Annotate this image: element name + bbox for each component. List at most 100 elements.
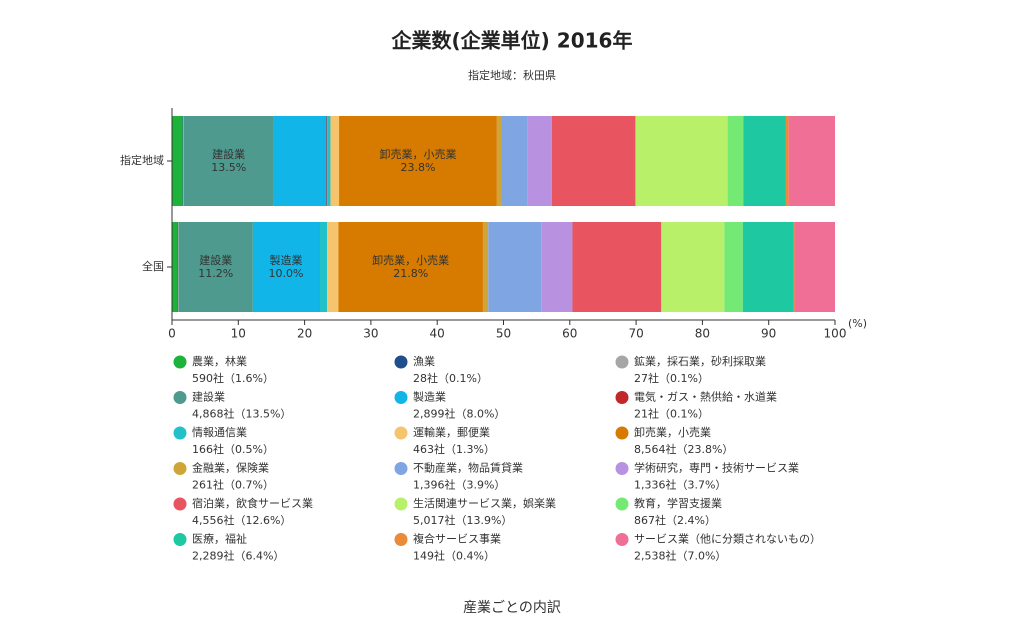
- x-tick-label: 20: [297, 327, 312, 341]
- legend-marker: [394, 355, 408, 369]
- legend-detail: 4,868社（13.5%）: [192, 407, 291, 421]
- bar-segment: [794, 222, 835, 312]
- segment-name: 卸売業，小売業: [379, 147, 456, 161]
- segment-name: 建設業: [199, 253, 232, 267]
- x-tick-label: 60: [562, 327, 577, 341]
- y-tick-label: 指定地域: [120, 153, 164, 167]
- legend-marker: [615, 462, 629, 475]
- segment-label: 10.0%: [269, 267, 304, 280]
- legend-marker: [615, 426, 629, 440]
- bar-segment: [742, 222, 794, 312]
- legend-label: 教育，学習支援業: [634, 496, 722, 510]
- bar-segment: [572, 222, 662, 312]
- segment-label: 13.5%: [211, 161, 246, 174]
- bar-segment: [319, 222, 320, 312]
- bar-segment: [326, 116, 328, 206]
- legend-detail: 21社（0.1%）: [634, 407, 709, 421]
- legend-detail: 8,564社（23.8%）: [634, 442, 733, 456]
- bar-segment: [527, 116, 552, 206]
- x-tick-label: 100: [824, 327, 847, 341]
- legend-label: 複合サービス事業: [413, 532, 501, 546]
- legend-marker: [173, 426, 187, 440]
- bar-segment: [178, 222, 253, 312]
- bar-segment: [661, 222, 725, 312]
- legend-marker: [394, 426, 408, 440]
- legend-marker: [173, 533, 187, 546]
- legend-label: 宿泊業，飲食サービス業: [192, 496, 313, 510]
- legend-marker: [394, 497, 408, 511]
- legend-detail: 1,396社（3.9%）: [413, 478, 505, 492]
- bar-segment: [501, 116, 528, 206]
- legend-detail: 1,336社（3.7%）: [634, 478, 726, 492]
- segment-name: 建設業: [212, 147, 245, 161]
- x-tick-label: 40: [430, 327, 445, 341]
- bar-segment: [551, 116, 636, 206]
- bar-segment: [727, 116, 744, 206]
- legend-label: 金融業，保険業: [192, 461, 269, 475]
- bar-segment: [724, 222, 743, 312]
- chart-subtitle: 指定地域：秋田県: [468, 68, 556, 82]
- legend-label: サービス業（他に分類されないもの）: [634, 533, 821, 546]
- bar-segment: [327, 116, 331, 206]
- legend-detail: 166社（0.5%）: [192, 442, 274, 456]
- chart-title: 企業数(企業単位) 2016年: [391, 29, 633, 53]
- segment-name: 卸売業，小売業: [372, 253, 449, 267]
- bar-segment: [743, 116, 786, 206]
- legend-label: 農業，林業: [192, 354, 247, 368]
- legend-detail: 590社（1.6%）: [192, 371, 274, 385]
- legend-marker: [615, 391, 629, 404]
- legend-detail: 2,289社（6.4%）: [192, 549, 284, 563]
- legend-marker: [173, 497, 187, 511]
- legend-detail: 28社（0.1%）: [413, 371, 488, 385]
- legend-detail: 261社（0.7%）: [192, 478, 274, 492]
- legend-marker: [173, 391, 187, 404]
- x-axis-unit: (%): [848, 317, 867, 330]
- legend-marker: [173, 355, 187, 369]
- segment-label: 23.8%: [400, 161, 435, 174]
- bar-segment: [488, 222, 542, 312]
- bar-segment: [319, 222, 328, 312]
- legend-marker: [615, 533, 629, 546]
- x-tick-label: 50: [496, 327, 511, 341]
- legend-marker: [394, 462, 408, 475]
- legend-label: 建設業: [192, 390, 225, 404]
- legend-label: 製造業: [413, 390, 446, 404]
- legend-detail: 2,899社（8.0%）: [413, 407, 505, 421]
- legend-label: 学術研究，専門・技術サービス業: [634, 461, 799, 475]
- x-tick-label: 90: [761, 327, 776, 341]
- bar-segment: [496, 116, 502, 206]
- bar-segment: [327, 222, 339, 312]
- bar-segment: [330, 116, 340, 206]
- x-tick-label: 0: [168, 327, 176, 341]
- bar-segment: [635, 116, 728, 206]
- bar-segment: [183, 116, 274, 206]
- legend-label: 電気・ガス・熱供給・水道業: [634, 390, 777, 404]
- legend-label: 不動産業，物品賃貸業: [413, 461, 523, 475]
- x-tick-label: 30: [363, 327, 378, 341]
- segment-name: 製造業: [270, 253, 303, 267]
- legend-label: 医療，福祉: [192, 532, 247, 546]
- legend-marker: [615, 497, 629, 511]
- legend-label: 漁業: [413, 354, 435, 368]
- legend-label: 鉱業，採石業，砂利採取業: [634, 354, 766, 368]
- legend-detail: 4,556社（12.6%）: [192, 513, 291, 527]
- bar-segment: [172, 222, 178, 312]
- bar-segment: [252, 222, 320, 312]
- bar-segment: [177, 222, 179, 312]
- segment-label: 11.2%: [198, 267, 233, 280]
- legend-label: 卸売業，小売業: [634, 425, 711, 439]
- bar-segment: [785, 116, 789, 206]
- legend-marker: [173, 462, 187, 475]
- legend-label: 情報通信業: [192, 426, 247, 439]
- legend-marker: [394, 391, 408, 404]
- y-tick-label: 全国: [142, 259, 164, 273]
- bar-segment: [338, 222, 483, 312]
- legend-detail: 867社（2.4%）: [634, 513, 716, 527]
- bar-segment: [482, 222, 489, 312]
- legend-detail: 5,017社（13.9%）: [413, 513, 512, 527]
- legend-label: 生活関連サービス業，娯楽業: [413, 496, 556, 510]
- x-tick-label: 80: [695, 327, 710, 341]
- bar-segment: [541, 222, 573, 312]
- legend-marker: [615, 355, 629, 369]
